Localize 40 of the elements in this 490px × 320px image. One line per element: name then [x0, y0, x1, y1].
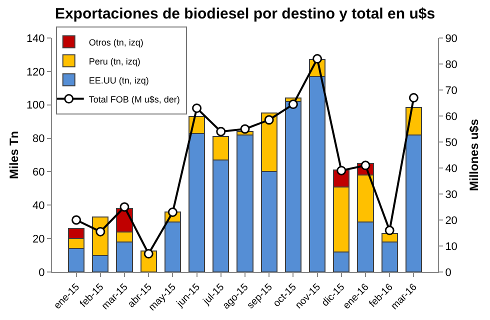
- y2-tick-label: 10: [445, 240, 458, 253]
- point: [120, 202, 130, 212]
- y2-tick-label: 0: [445, 266, 452, 279]
- y-tick-label: 140: [26, 32, 45, 45]
- point: [72, 215, 82, 225]
- y2-tick-label: 60: [445, 110, 458, 123]
- y-tick-label: 0: [38, 266, 45, 279]
- y-tick-label: 40: [32, 200, 45, 212]
- legend-label: Total FOB (M u$s, der): [88, 94, 180, 104]
- legend-label: Otros (tn, izq): [88, 37, 144, 48]
- y2-tick-label: 90: [445, 32, 458, 45]
- y2-tick-label: 70: [445, 84, 458, 97]
- point: [336, 166, 346, 176]
- y2-tick-label: 40: [445, 162, 458, 175]
- y-tick-label: 80: [32, 133, 45, 146]
- bar: [284, 101, 302, 272]
- point: [288, 100, 298, 110]
- point: [408, 93, 418, 103]
- y-tick-label: 60: [32, 166, 45, 179]
- point: [144, 249, 154, 259]
- y2-tick-label: 20: [445, 214, 458, 227]
- legend-label: EE.UU (tn, izq): [88, 75, 149, 86]
- point: [264, 115, 274, 125]
- point: [168, 207, 178, 217]
- y2-tick-label: 30: [445, 188, 458, 201]
- y2-axis-title: Millones u$s: [467, 118, 481, 192]
- y-tick-label: 120: [26, 66, 45, 78]
- chart-title: Exportaciones de biodiesel por destino y total en u$s: [54, 6, 436, 22]
- y-tick-label: 100: [26, 100, 45, 112]
- point: [240, 124, 250, 134]
- y2-tick-label: 80: [445, 58, 458, 71]
- y-axis-title: Miles Tn: [7, 130, 21, 180]
- point: [384, 226, 394, 236]
- point: [312, 54, 322, 64]
- legend-label: Peru (tn, izq): [88, 56, 140, 66]
- y-tick-label: 20: [32, 233, 45, 246]
- point: [192, 103, 202, 113]
- bar: [236, 134, 254, 272]
- point: [216, 126, 226, 136]
- y2-tick-label: 50: [445, 136, 458, 149]
